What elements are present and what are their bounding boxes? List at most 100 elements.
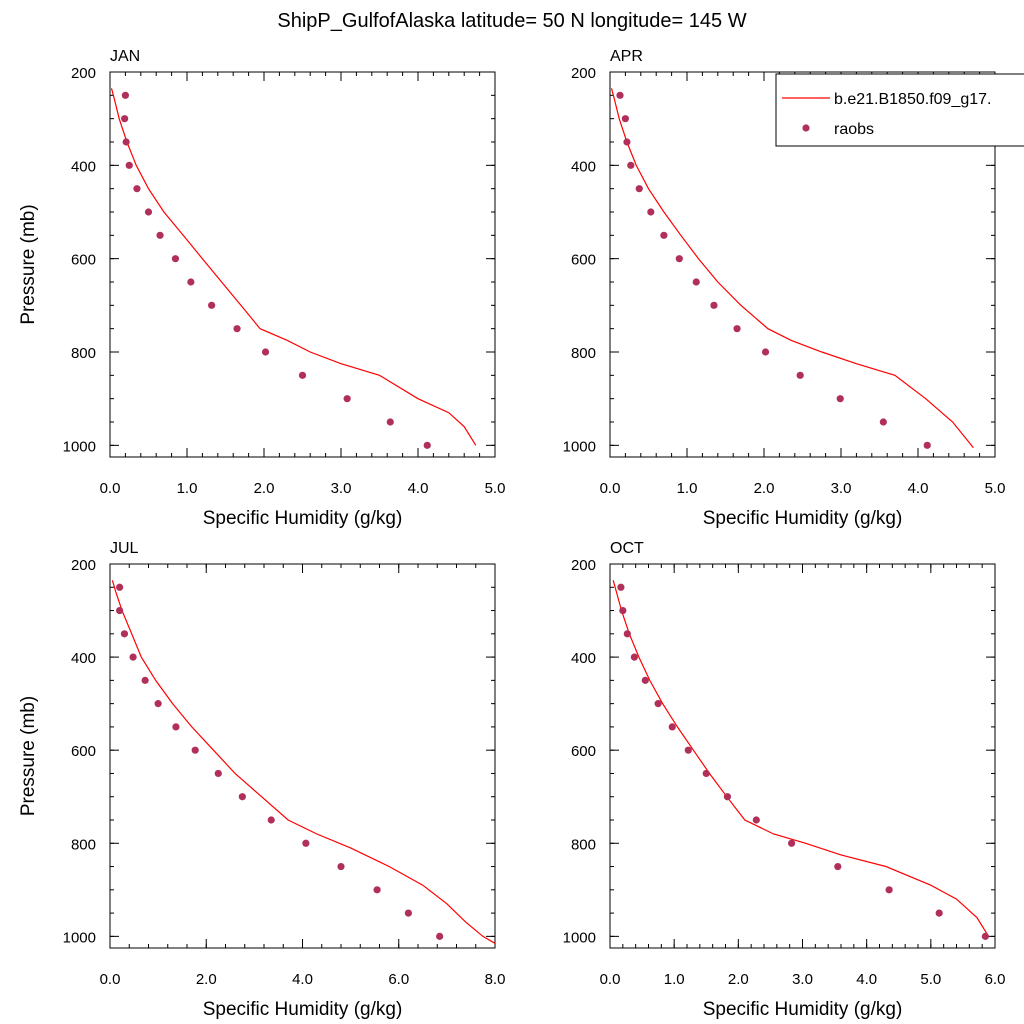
y-tick-label: 400 <box>71 650 96 667</box>
panel-jan: 0.0 1.0 2.0 3.0 4.0 5.0 200 400 600 800 1000 JAN Spe… <box>18 48 505 529</box>
y-tick-label: 800 <box>571 836 596 853</box>
y-tick-label: 600 <box>571 252 596 269</box>
raobs-point <box>702 769 710 778</box>
plot-frame <box>609 563 996 949</box>
raobs-point <box>373 886 381 894</box>
x-tick-label: 3.0 <box>792 971 813 988</box>
y-tick-label: 400 <box>71 158 96 175</box>
raobs-point <box>133 185 141 193</box>
raobs-point <box>436 932 444 940</box>
x-axis-title: Specific Humidity (g/kg) <box>703 999 903 1020</box>
y-tick-label: 800 <box>571 345 596 362</box>
raobs-point <box>125 161 133 169</box>
raobs-point <box>796 371 804 379</box>
raobs-point <box>836 395 844 403</box>
y-tick-label: 200 <box>71 557 96 574</box>
raobs-point <box>616 91 624 99</box>
x-axis-title: Specific Humidity (g/kg) <box>703 508 903 529</box>
plot-frame <box>609 71 996 458</box>
raobs-point <box>619 606 627 615</box>
x-tick-label: 6.0 <box>985 971 1006 988</box>
panel-label: JAN <box>110 48 140 65</box>
raobs-point <box>923 441 931 449</box>
panel-label: JUL <box>110 540 139 557</box>
raobs-point <box>733 325 741 333</box>
model-line <box>612 580 990 937</box>
raobs-point <box>787 839 796 847</box>
model-line <box>111 580 496 944</box>
legend: b.e21.B1850.f09_g17.raobs <box>775 73 1024 147</box>
y-tick-label: 600 <box>71 743 96 760</box>
x-tick-label: 4.0 <box>408 480 429 497</box>
y-tick-label: 600 <box>571 743 596 760</box>
raobs-point <box>885 886 893 894</box>
x-axis-title: Specific Humidity (g/kg) <box>203 508 403 529</box>
raobs-point <box>675 255 683 263</box>
legend-model-label: b.e21.B1850.f09_g17. <box>834 91 991 108</box>
panel-jul: 0.0 2.0 4.0 6.0 8.0 200 400 600 800 1000 JUL Specif… <box>18 540 505 1020</box>
raobs-point <box>208 301 216 309</box>
y-tick-label: 200 <box>71 65 96 82</box>
x-tick-label: 2.0 <box>254 480 275 497</box>
raobs-point <box>935 909 943 917</box>
raobs-point <box>116 606 124 615</box>
x-tick-label: 2.0 <box>754 480 775 497</box>
raobs-point <box>121 91 129 99</box>
x-tick-label: 1.0 <box>177 480 198 497</box>
raobs-point <box>214 769 222 778</box>
raobs-point <box>723 793 732 801</box>
raobs-point <box>191 746 199 754</box>
y-tick-label: 1000 <box>63 929 96 946</box>
raobs-point <box>641 676 649 684</box>
y-tick-label: 400 <box>571 158 596 175</box>
y-tick-label: 800 <box>71 345 96 362</box>
raobs-point <box>154 700 162 708</box>
plot-frame <box>109 71 496 458</box>
y-tick-label: 200 <box>571 65 596 82</box>
y-tick-label: 200 <box>571 557 596 574</box>
y-axis-title: Pressure (mb) <box>18 696 39 816</box>
x-tick-label: 3.0 <box>331 480 352 497</box>
raobs-point <box>834 862 842 871</box>
x-tick-label: 0.0 <box>600 480 621 497</box>
raobs-point <box>635 185 643 193</box>
raobs-point <box>343 395 351 403</box>
raobs-point <box>129 653 137 661</box>
model-line <box>110 88 477 446</box>
x-axis-title: Specific Humidity (g/kg) <box>203 999 403 1020</box>
legend-box <box>775 73 1024 147</box>
x-tick-label: 0.0 <box>600 971 621 988</box>
raobs-point <box>121 115 129 123</box>
raobs-point <box>404 909 412 917</box>
raobs-point <box>621 115 630 123</box>
raobs-point <box>171 255 180 263</box>
x-tick-label: 8.0 <box>485 971 506 988</box>
x-tick-label: 0.0 <box>100 480 121 497</box>
raobs-point <box>654 700 662 708</box>
raobs-point <box>141 676 149 684</box>
x-tick-label: 6.0 <box>388 971 409 988</box>
panels: 0.0 1.0 2.0 3.0 4.0 5.0 200 400 600 800 1000 JAN Spe… <box>18 48 1005 1020</box>
x-tick-label: 4.0 <box>856 971 877 988</box>
raobs-point <box>267 816 275 824</box>
y-tick-label: 1000 <box>563 438 596 455</box>
raobs-point <box>879 418 887 426</box>
raobs-point <box>710 301 718 309</box>
raobs-point <box>122 138 130 146</box>
x-tick-label: 2.0 <box>196 971 217 988</box>
raobs-point <box>187 278 195 286</box>
x-tick-label: 0.0 <box>100 971 121 988</box>
raobs-point <box>423 441 431 449</box>
raobs-point <box>761 348 770 356</box>
raobs-point <box>116 583 124 591</box>
raobs-point <box>684 746 692 754</box>
raobs-point <box>617 583 625 591</box>
raobs-point <box>692 278 700 286</box>
x-tick-label: 1.0 <box>664 971 685 988</box>
raobs-point <box>144 208 153 216</box>
legend-raobs-swatch <box>802 124 810 132</box>
x-tick-label: 2.0 <box>728 971 749 988</box>
plot-frame <box>109 563 496 949</box>
y-tick-label: 1000 <box>63 438 96 455</box>
